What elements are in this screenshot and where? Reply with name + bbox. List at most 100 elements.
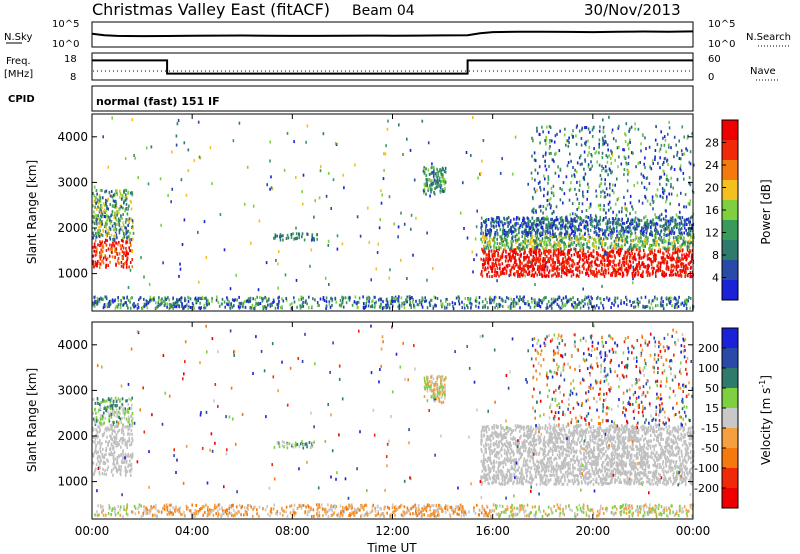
- echo-cell: [480, 272, 482, 276]
- echo-cell: [493, 509, 495, 513]
- echo-cell: [690, 215, 693, 219]
- echo-cell: [127, 306, 129, 310]
- echo-cell: [203, 306, 205, 310]
- echo-cell: [634, 271, 637, 275]
- echo-cell: [570, 227, 573, 231]
- echo-cell: [178, 274, 180, 278]
- echo-cell: [623, 239, 625, 242]
- echo-cell: [568, 141, 570, 144]
- echo-cell: [538, 205, 541, 209]
- echo-cell: [95, 207, 98, 211]
- echo-cell: [110, 190, 113, 193]
- date-label: 30/Nov/2013: [584, 1, 681, 19]
- echo-cell: [441, 305, 443, 309]
- echo-cell: [96, 264, 98, 268]
- echo-cell: [603, 208, 605, 212]
- echo-cell: [120, 205, 122, 209]
- echo-cell: [176, 122, 179, 126]
- echo-cell: [198, 280, 200, 284]
- echo-cell: [434, 303, 436, 307]
- echo-cell: [529, 305, 532, 309]
- echo-cell: [642, 261, 644, 265]
- echo-cell: [328, 302, 331, 306]
- echo-cell: [534, 283, 536, 287]
- echo-cell: [670, 273, 673, 277]
- echo-cell: [108, 226, 111, 230]
- echo-cell: [589, 300, 592, 303]
- echo-cell: [96, 192, 98, 196]
- echo-cell: [609, 186, 611, 190]
- echo-cell: [580, 236, 582, 240]
- echo-cell: [105, 243, 108, 247]
- echo-cell: [506, 240, 508, 244]
- echo-cell: [503, 216, 505, 220]
- echo-cell: [611, 230, 613, 234]
- echo-cell: [538, 273, 541, 276]
- echo-cell: [461, 300, 463, 304]
- echo-cell: [530, 297, 533, 301]
- echo-cell: [485, 236, 488, 240]
- echo-cell: [541, 265, 544, 269]
- echo-cell: [596, 160, 598, 164]
- echo-cell: [663, 260, 666, 264]
- echo-cell: [562, 221, 564, 225]
- echo-cell: [543, 268, 545, 272]
- echo-cell: [561, 266, 563, 270]
- echo-cell: [634, 210, 637, 214]
- echo-cell: [513, 248, 515, 252]
- echo-cell: [531, 269, 533, 273]
- echo-cell: [543, 263, 545, 267]
- echo-cell: [444, 180, 447, 184]
- echo-cell: [647, 266, 650, 270]
- echo-cell: [629, 222, 631, 226]
- echo-cell: [262, 305, 264, 309]
- echo-cell: [649, 202, 652, 206]
- echo-cell: [551, 266, 554, 269]
- echo-cell: [558, 260, 560, 264]
- echo-cell: [613, 191, 615, 195]
- echo-cell: [598, 145, 600, 149]
- echo-cell: [93, 210, 95, 214]
- echo-cell: [569, 213, 571, 217]
- echo-cell: [616, 296, 619, 300]
- echo-cell: [574, 229, 576, 233]
- echo-cell: [398, 302, 400, 306]
- echo-cell: [680, 264, 683, 268]
- echo-cell: [591, 236, 593, 240]
- echo-cell: [131, 192, 134, 196]
- echo-cell: [608, 154, 610, 158]
- echo-cell: [106, 199, 108, 203]
- echo-cell: [490, 510, 492, 513]
- echo-cell: [489, 245, 492, 249]
- echo-cell: [223, 248, 226, 252]
- echo-cell: [206, 303, 208, 307]
- echo-cell: [139, 296, 142, 300]
- echo-cell: [381, 193, 383, 197]
- echo-cell: [113, 222, 116, 226]
- echo-cell: [274, 236, 276, 240]
- echo-cell: [536, 273, 538, 277]
- echo-cell: [496, 237, 498, 241]
- echo-cell: [598, 233, 600, 237]
- echo-cell: [441, 188, 444, 192]
- echo-cell: [617, 197, 620, 201]
- echo-cell: [277, 304, 280, 308]
- echo-cell: [129, 306, 132, 310]
- echo-cell: [628, 259, 631, 263]
- echo-cell: [573, 253, 576, 257]
- echo-cell: [123, 199, 125, 203]
- echo-cell: [638, 219, 641, 222]
- echo-cell: [535, 260, 538, 264]
- echo-cell: [670, 165, 673, 169]
- echo-cell: [687, 233, 689, 237]
- echo-cell: [482, 250, 485, 254]
- echo-cell: [578, 253, 580, 257]
- echo-cell: [689, 248, 691, 252]
- echo-cell: [363, 302, 365, 306]
- echo-cell: [380, 201, 383, 205]
- echo-cell: [145, 512, 147, 516]
- echo-cell: [529, 248, 532, 252]
- echo-cell: [385, 303, 388, 307]
- echo-cell: [523, 230, 526, 233]
- echo-cell: [312, 297, 314, 301]
